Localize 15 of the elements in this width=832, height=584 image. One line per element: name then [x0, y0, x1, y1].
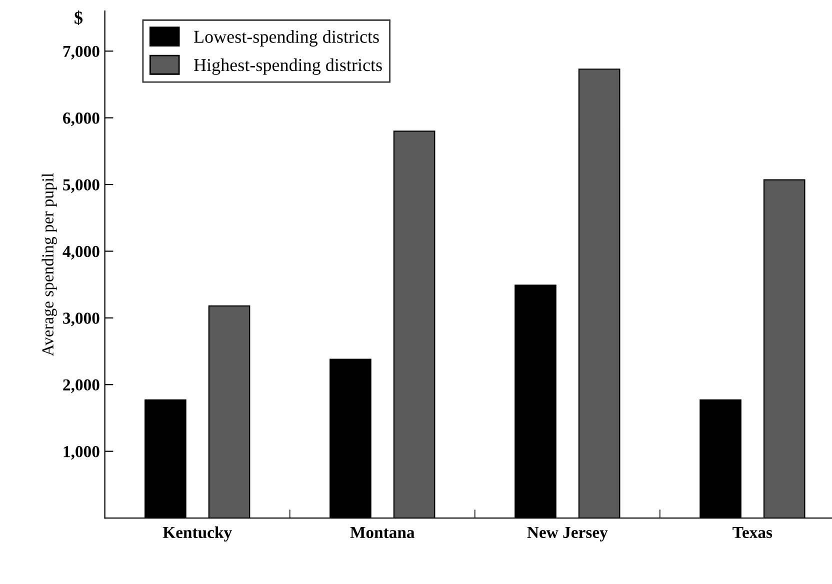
legend-label: Lowest-spending districts — [194, 30, 379, 47]
y-tick-label: 2,000 — [63, 379, 100, 393]
y-tick-label: 6,000 — [63, 112, 100, 126]
x-tick-label: Montana — [350, 526, 415, 538]
x-tick-label: Kentucky — [162, 526, 232, 542]
legend-label: Highest-spending districts — [194, 58, 382, 75]
x-tick-label: Texas — [732, 526, 772, 538]
y-tick-label: 5,000 — [63, 179, 100, 193]
y-axis-title: Average spending per pupil — [42, 173, 57, 356]
y-tick-label: 4,000 — [62, 246, 100, 260]
y-tick-label: 7,000 — [63, 46, 100, 60]
y-tick-label: 1,000 — [64, 446, 100, 460]
y-tick-label: 3,000 — [63, 312, 100, 326]
x-tick-label: New Jersey — [527, 526, 608, 542]
text: $ — [74, 10, 83, 25]
